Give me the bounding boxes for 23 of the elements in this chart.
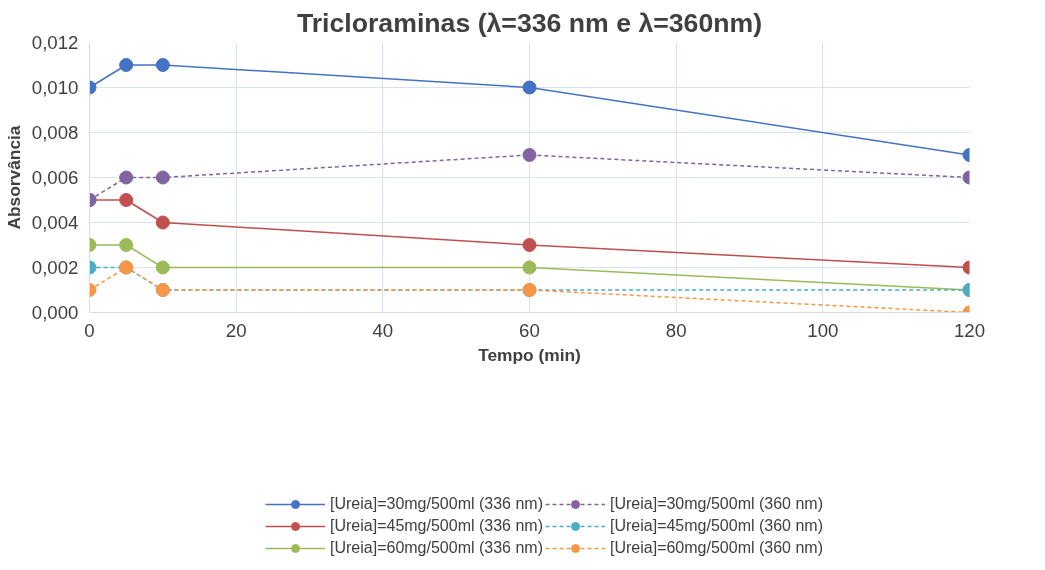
y-tick-label: 0,008 — [31, 122, 79, 143]
legend-label: [Ureia]=30mg/500ml (336 nm) — [330, 494, 543, 513]
x-tick-label: 20 — [225, 319, 247, 341]
x-tick-label: 120 — [953, 319, 986, 341]
legend-label: [Ureia]=45mg/500ml (360 nm) — [610, 516, 823, 535]
chart-title: Tricloraminas (λ=336 nm e λ=360nm) — [296, 7, 763, 38]
legend-label: [Ureia]=30mg/500ml (360 nm) — [610, 494, 823, 513]
y-tick-label: 0,006 — [31, 167, 79, 188]
x-tick-label: 60 — [519, 319, 540, 341]
y-tick-label: 0,000 — [31, 302, 79, 323]
x-tick-label: 40 — [372, 319, 394, 341]
y-tick-label: 0,002 — [31, 257, 79, 278]
legend-label: [Ureia]=45mg/500ml (336 nm) — [330, 516, 543, 535]
x-tick-label: 0 — [84, 319, 95, 341]
y-tick-label: 0,010 — [31, 77, 79, 98]
x-tick-label: 80 — [665, 319, 687, 341]
y-axis-title: Absorvância — [3, 125, 24, 230]
x-axis-title: Tempo (min) — [478, 344, 581, 365]
x-tick-label: 100 — [807, 319, 839, 341]
legend-label: [Ureia]=60mg/500ml (360 nm) — [610, 538, 823, 557]
y-tick-label: 0,004 — [31, 212, 79, 233]
legend-label: [Ureia]=60mg/500ml (336 nm) — [330, 538, 543, 557]
y-tick-label: 0,012 — [31, 32, 79, 53]
